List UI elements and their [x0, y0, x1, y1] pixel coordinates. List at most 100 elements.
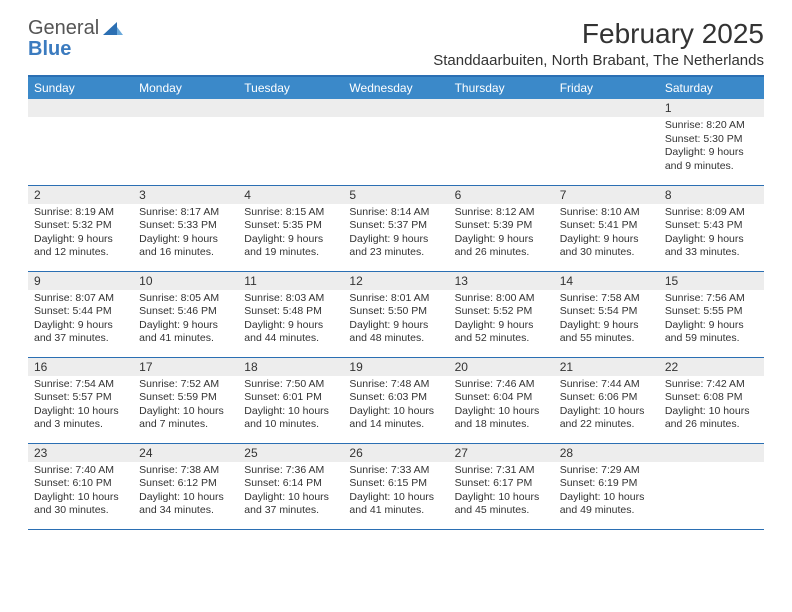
day-cell — [659, 443, 764, 529]
sunset-line: Sunset: 6:15 PM — [349, 477, 442, 491]
day-cell: 5 Sunrise: 8:14 AMSunset: 5:37 PMDaylight… — [343, 185, 448, 271]
day-cell: 26Sunrise: 7:33 AMSunset: 6:15 PMDayligh… — [343, 443, 448, 529]
day-cell: 8Sunrise: 8:09 AMSunset: 5:43 PMDaylight… — [659, 185, 764, 271]
daylight-line: Daylight: 9 hours and 19 minutes. — [244, 233, 337, 260]
sunrise-line: Sunrise: 7:46 AM — [455, 378, 548, 392]
day-cell: 11Sunrise: 8:03 AMSunset: 5:48 PMDayligh… — [238, 271, 343, 357]
daylight-line: Daylight: 10 hours and 30 minutes. — [34, 491, 127, 518]
daylight-line: Daylight: 9 hours and 44 minutes. — [244, 319, 337, 346]
day-cell — [28, 99, 133, 185]
day-header: Friday — [554, 77, 659, 99]
sunrise-line: Sunrise: 7:38 AM — [139, 464, 232, 478]
sunset-line: Sunset: 5:55 PM — [665, 305, 758, 319]
day-info: Sunrise: 8:12 AMSunset: 5:39 PMDaylight:… — [455, 206, 548, 261]
sunset-line: Sunset: 5:30 PM — [665, 133, 758, 147]
day-number: 27 — [449, 444, 554, 462]
day-cell: 27 Sunrise: 7:31 AMSunset: 6:17 PMDayligh… — [449, 443, 554, 529]
daylight-line: Daylight: 10 hours and 37 minutes. — [244, 491, 337, 518]
day-number: 22 — [659, 358, 764, 376]
day-info: Sunrise: 7:54 AMSunset: 5:57 PMDaylight:… — [34, 378, 127, 433]
day-info: Sunrise: 8:14 AMSunset: 5:37 PMDaylight:… — [349, 206, 442, 261]
daylight-line: Daylight: 9 hours and 52 minutes. — [455, 319, 548, 346]
sunrise-line: Sunrise: 7:58 AM — [560, 292, 653, 306]
day-header: Tuesday — [238, 77, 343, 99]
day-cell: 22Sunrise: 7:42 AMSunset: 6:08 PMDayligh… — [659, 357, 764, 443]
daylight-line: Daylight: 9 hours and 41 minutes. — [139, 319, 232, 346]
sunrise-line: Sunrise: 8:19 AM — [34, 206, 127, 220]
day-cell: 12Sunrise: 8:01 AMSunset: 5:50 PMDayligh… — [343, 271, 448, 357]
sunset-line: Sunset: 6:03 PM — [349, 391, 442, 405]
week-row: 2Sunrise: 8:19 AMSunset: 5:32 PMDaylight… — [28, 185, 764, 271]
daylight-line: Daylight: 10 hours and 14 minutes. — [349, 405, 442, 432]
daylight-line: Daylight: 10 hours and 34 minutes. — [139, 491, 232, 518]
logo-line2: Blue — [28, 38, 71, 60]
empty-day-number — [343, 99, 448, 117]
sunrise-line: Sunrise: 7:56 AM — [665, 292, 758, 306]
sunrise-line: Sunrise: 8:12 AM — [455, 206, 548, 220]
day-header-row: Sunday Monday Tuesday Wednesday Thursday… — [28, 77, 764, 99]
day-info: Sunrise: 7:50 AMSunset: 6:01 PMDaylight:… — [244, 378, 337, 433]
day-cell: 16 Sunrise: 7:54 AMSunset: 5:57 PMDayligh… — [28, 357, 133, 443]
day-number: 10 — [133, 272, 238, 290]
day-info: Sunrise: 8:17 AMSunset: 5:33 PMDaylight:… — [139, 206, 232, 261]
sunrise-line: Sunrise: 7:42 AM — [665, 378, 758, 392]
sunset-line: Sunset: 6:10 PM — [34, 477, 127, 491]
day-number: 19 — [343, 358, 448, 376]
day-info: Sunrise: 7:44 AMSunset: 6:06 PMDaylight:… — [560, 378, 653, 433]
sunrise-line: Sunrise: 7:50 AM — [244, 378, 337, 392]
day-number: 16 — [28, 358, 133, 376]
day-number: 8 — [659, 186, 764, 204]
day-info: Sunrise: 7:36 AMSunset: 6:14 PMDaylight:… — [244, 464, 337, 519]
sunrise-line: Sunrise: 7:40 AM — [34, 464, 127, 478]
empty-day-number — [449, 99, 554, 117]
sunrise-line: Sunrise: 8:07 AM — [34, 292, 127, 306]
week-row: 16 Sunrise: 7:54 AMSunset: 5:57 PMDayligh… — [28, 357, 764, 443]
empty-day-number — [133, 99, 238, 117]
day-cell: 2Sunrise: 8:19 AMSunset: 5:32 PMDaylight… — [28, 185, 133, 271]
day-number: 24 — [133, 444, 238, 462]
day-header: Wednesday — [343, 77, 448, 99]
daylight-line: Daylight: 9 hours and 12 minutes. — [34, 233, 127, 260]
sunrise-line: Sunrise: 7:44 AM — [560, 378, 653, 392]
day-cell: 25Sunrise: 7:36 AMSunset: 6:14 PMDayligh… — [238, 443, 343, 529]
sunrise-line: Sunrise: 8:14 AM — [349, 206, 442, 220]
day-cell — [554, 99, 659, 185]
sunset-line: Sunset: 6:17 PM — [455, 477, 548, 491]
sunrise-line: Sunrise: 8:10 AM — [560, 206, 653, 220]
day-number: 18 — [238, 358, 343, 376]
empty-day-number — [554, 99, 659, 117]
day-number: 1 — [659, 99, 764, 117]
logo-line1: General — [28, 17, 99, 39]
daylight-line: Daylight: 9 hours and 55 minutes. — [560, 319, 653, 346]
day-number: 14 — [554, 272, 659, 290]
day-cell: 7Sunrise: 8:10 AMSunset: 5:41 PMDaylight… — [554, 185, 659, 271]
logo: General Blue — [28, 18, 123, 60]
day-info: Sunrise: 8:00 AMSunset: 5:52 PMDaylight:… — [455, 292, 548, 347]
day-info: Sunrise: 8:05 AMSunset: 5:46 PMDaylight:… — [139, 292, 232, 347]
day-number: 17 — [133, 358, 238, 376]
sunset-line: Sunset: 6:06 PM — [560, 391, 653, 405]
day-cell — [133, 99, 238, 185]
day-cell: 18 Sunrise: 7:50 AMSunset: 6:01 PMDayligh… — [238, 357, 343, 443]
sunrise-line: Sunrise: 8:01 AM — [349, 292, 442, 306]
day-number: 3 — [133, 186, 238, 204]
sunset-line: Sunset: 6:01 PM — [244, 391, 337, 405]
daylight-line: Daylight: 9 hours and 59 minutes. — [665, 319, 758, 346]
day-header: Saturday — [659, 77, 764, 99]
day-info: Sunrise: 7:31 AMSunset: 6:17 PMDaylight:… — [455, 464, 548, 519]
day-header: Monday — [133, 77, 238, 99]
week-row: 23Sunrise: 7:40 AMSunset: 6:10 PMDayligh… — [28, 443, 764, 529]
day-info: Sunrise: 7:56 AMSunset: 5:55 PMDaylight:… — [665, 292, 758, 347]
day-number: 5 — [343, 186, 448, 204]
day-number: 2 — [28, 186, 133, 204]
day-info: Sunrise: 7:38 AMSunset: 6:12 PMDaylight:… — [139, 464, 232, 519]
day-info: Sunrise: 8:15 AMSunset: 5:35 PMDaylight:… — [244, 206, 337, 261]
day-cell: 4Sunrise: 8:15 AMSunset: 5:35 PMDaylight… — [238, 185, 343, 271]
day-number: 23 — [28, 444, 133, 462]
sunrise-line: Sunrise: 7:54 AM — [34, 378, 127, 392]
day-number: 21 — [554, 358, 659, 376]
daylight-line: Daylight: 10 hours and 45 minutes. — [455, 491, 548, 518]
day-cell: 24 Sunrise: 7:38 AMSunset: 6:12 PMDayligh… — [133, 443, 238, 529]
day-number: 15 — [659, 272, 764, 290]
day-cell: 17Sunrise: 7:52 AMSunset: 5:59 PMDayligh… — [133, 357, 238, 443]
